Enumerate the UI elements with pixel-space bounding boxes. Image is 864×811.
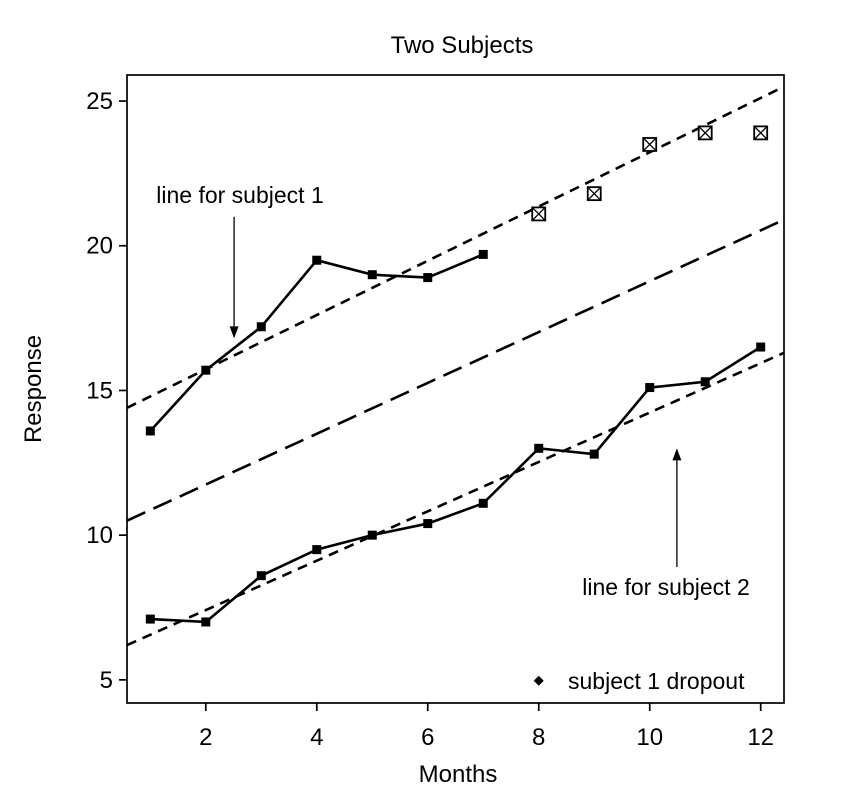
marker-filled-square-subject-2-observed (700, 377, 710, 387)
legend-diamond-icon (533, 675, 544, 686)
marker-dropout-cross (753, 125, 768, 140)
marker-filled-square-subject-2-observed (589, 449, 599, 459)
x-tick-label: 10 (636, 724, 663, 751)
marker-filled-square-subject-1-observed (312, 255, 322, 265)
fit-line-line-for-subject-2 (126, 351, 785, 647)
marker-dropout-cross (587, 186, 602, 201)
x-tick-label: 8 (532, 724, 545, 751)
y-tick-label: 25 (86, 88, 113, 115)
y-tick-label: 10 (86, 522, 113, 549)
marker-filled-square-subject-1-observed (423, 273, 433, 283)
x-tick-label: 6 (421, 724, 434, 751)
legend-label: subject 1 dropout (568, 668, 745, 694)
marker-dropout-cross (698, 125, 713, 140)
marker-filled-square-subject-2-observed (201, 617, 211, 627)
marker-filled-square-subject-2-observed (312, 545, 322, 555)
fit-line-line-for-subject-1 (126, 85, 785, 409)
y-tick-label: 5 (100, 667, 113, 694)
plot-border (126, 74, 785, 704)
x-tick-label: 2 (199, 724, 212, 751)
series-line-subject-2-observed (150, 345, 762, 624)
marker-filled-square-subject-2-observed (145, 614, 155, 624)
y-tick-label: 15 (86, 377, 113, 404)
x-tick-label: 4 (310, 724, 323, 751)
generated-plot-elements: 2 4 6 8 10 12 5 10 15 20 25 (86, 74, 785, 751)
marker-filled-square-subject-2-observed (367, 530, 377, 540)
annotation-arrowhead-1-icon (229, 326, 239, 339)
y-tick-label: 20 (86, 233, 113, 260)
y-axis-label: Response (20, 335, 47, 443)
x-tick-label: 12 (747, 724, 774, 751)
marker-filled-square-subject-2-observed (423, 519, 433, 529)
chart-title: Two Subjects (391, 32, 534, 59)
marker-filled-square-subject-1-observed (256, 322, 266, 332)
marker-filled-square-subject-1-observed (478, 249, 488, 259)
x-axis-label: Months (419, 761, 498, 788)
marker-dropout-cross (531, 206, 546, 221)
fit-line-average-line (126, 218, 785, 522)
series-line-subject-1-observed (149, 253, 484, 432)
marker-filled-square-subject-2-observed (256, 571, 266, 581)
marker-filled-square-subject-2-observed (756, 342, 766, 352)
annotation-line-for-subject-2: line for subject 2 (582, 574, 749, 600)
marker-filled-square-subject-1-observed (201, 365, 211, 375)
marker-filled-square-subject-1-observed (367, 270, 377, 280)
annotation-line-for-subject-1: line for subject 1 (156, 182, 323, 208)
marker-filled-square-subject-1-observed (145, 426, 155, 436)
annotation-arrowhead-2-icon (672, 448, 682, 461)
marker-dropout-cross (642, 137, 657, 152)
marker-filled-square-subject-2-observed (645, 383, 655, 393)
marker-filled-square-subject-2-observed (534, 443, 544, 453)
marker-filled-square-subject-2-observed (478, 498, 488, 508)
